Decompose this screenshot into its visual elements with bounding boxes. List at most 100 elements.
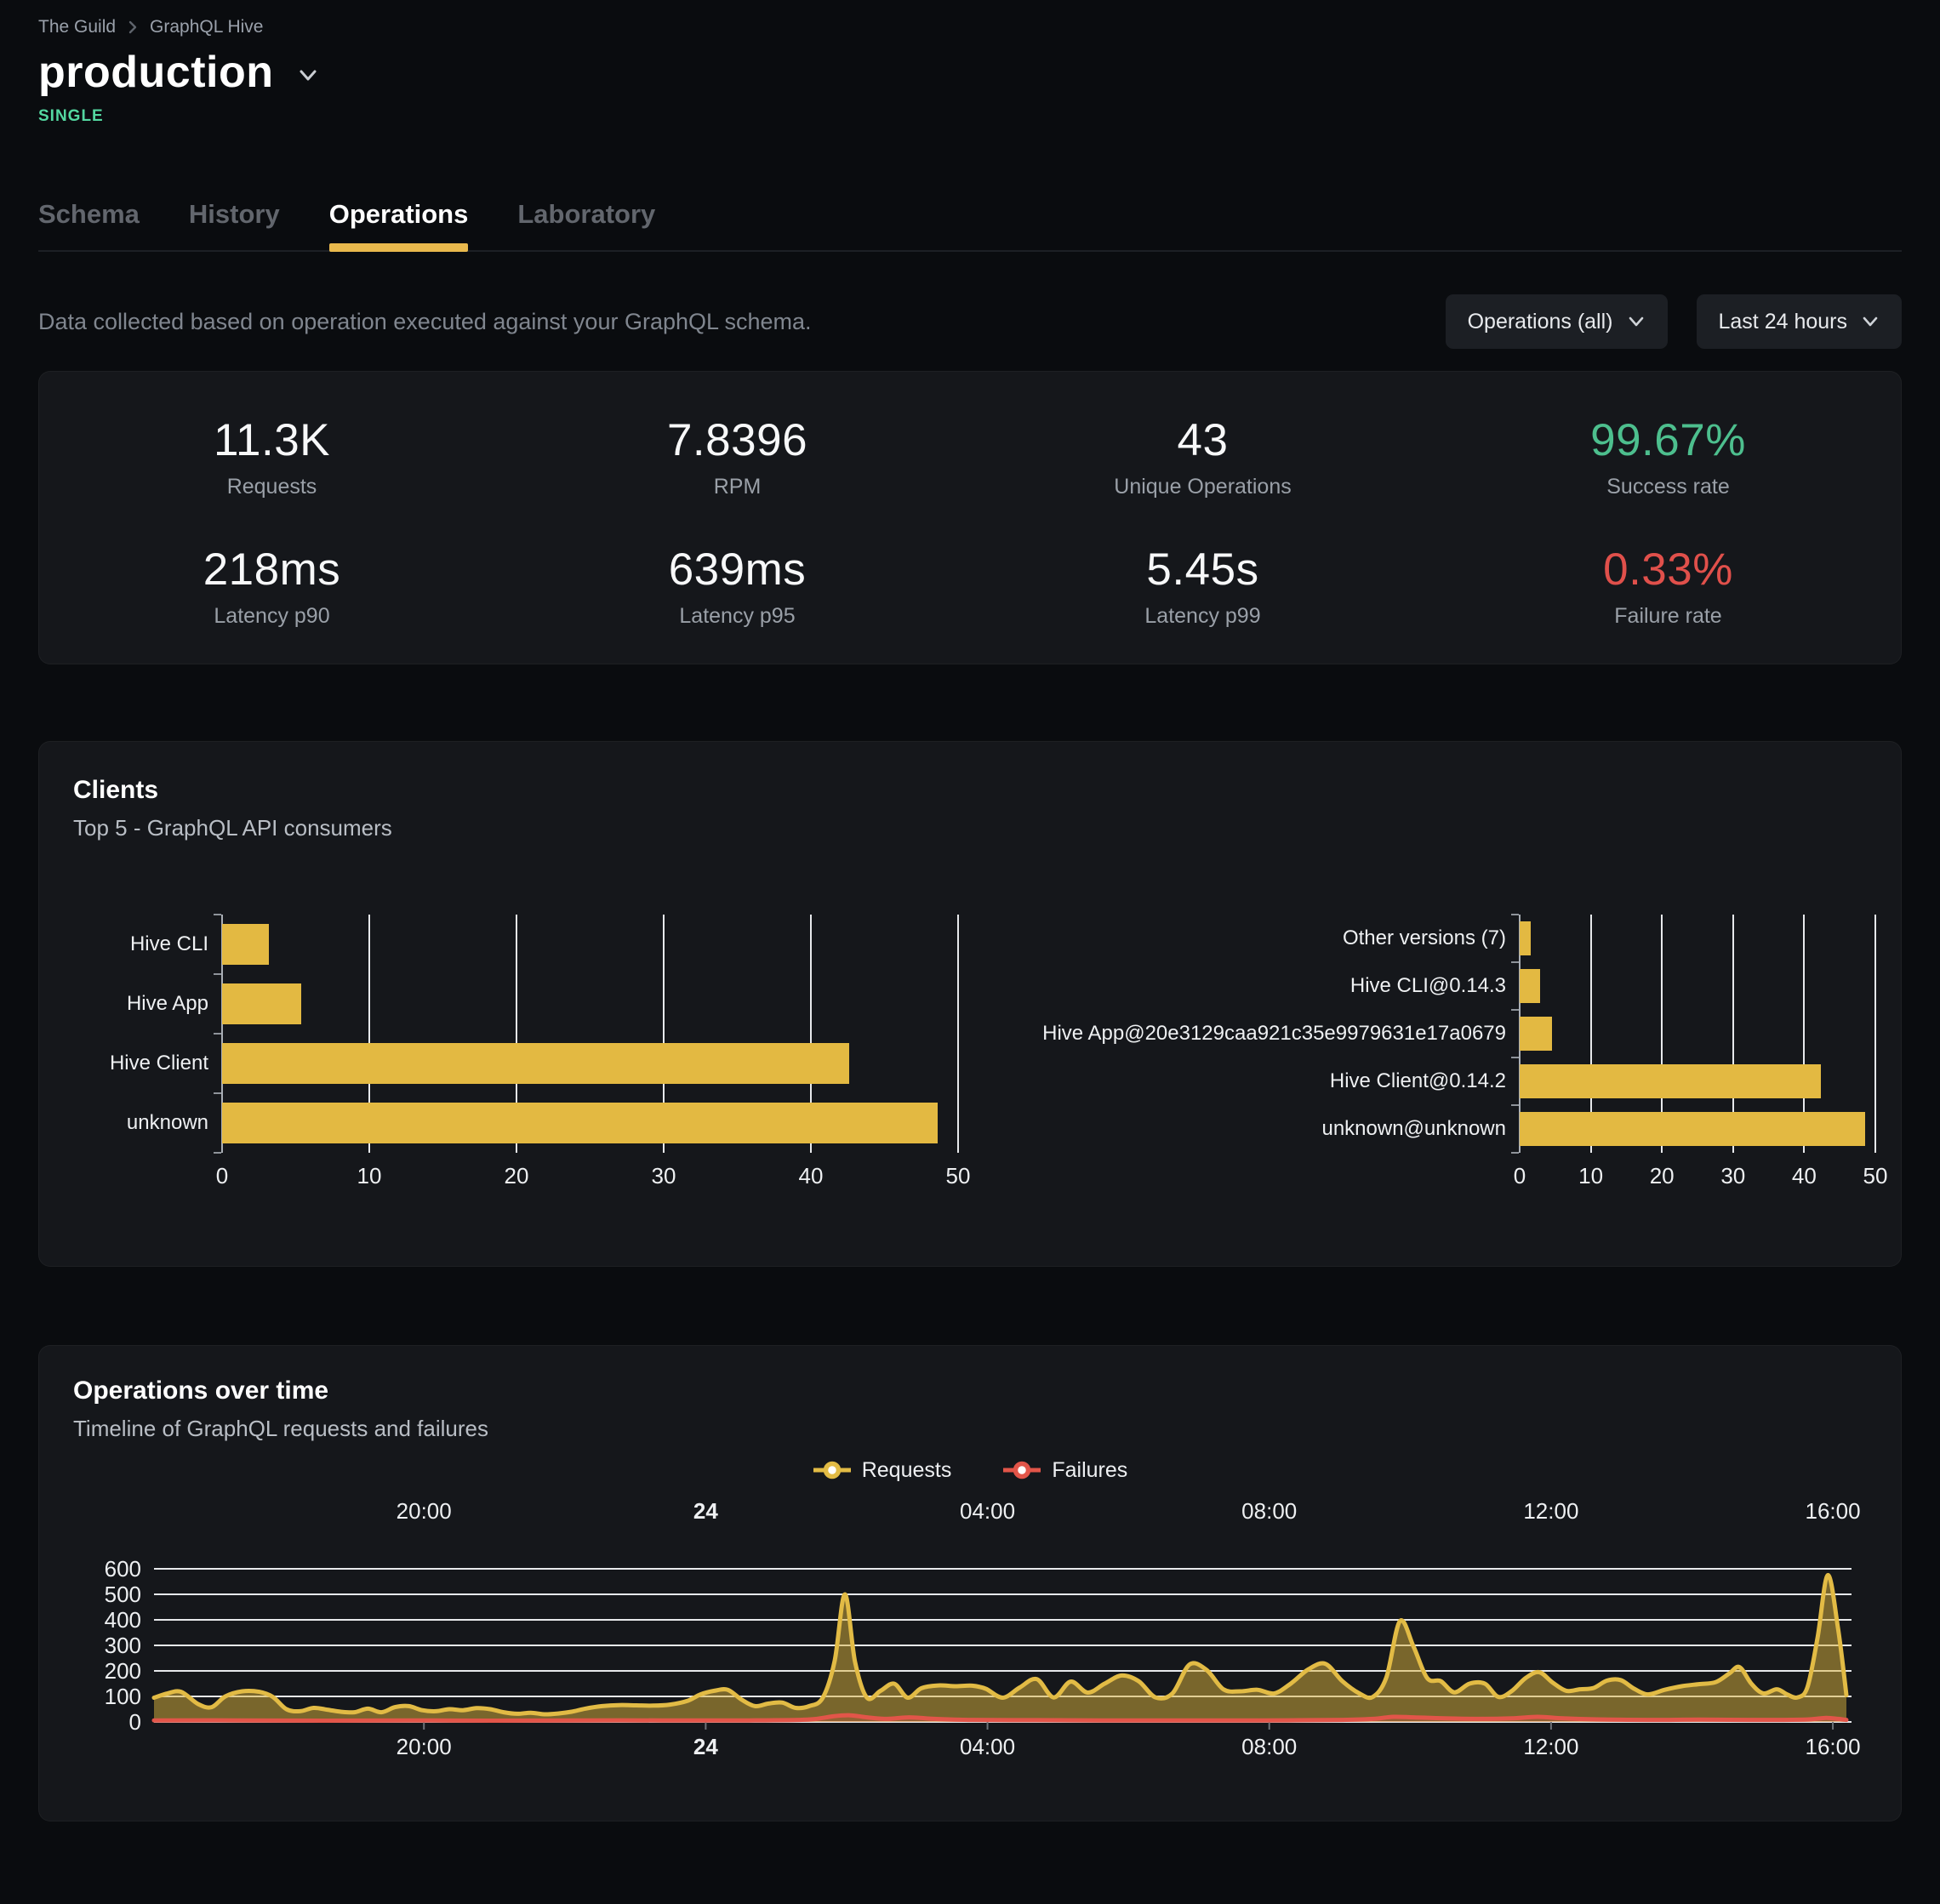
clients-by-name-chart: Hive CLI Hive App Hive Client unknown 0 10 20 3…	[73, 914, 970, 1202]
bar-category-labels: Hive CLI Hive App Hive Client unknown	[73, 915, 222, 1202]
gridline	[810, 915, 812, 1153]
legend-label: Failures	[1052, 1457, 1128, 1482]
stat-rpm: 7.8396 RPM	[505, 414, 970, 499]
x-axis-tick-label: 24	[693, 1498, 718, 1524]
tab-operations[interactable]: Operations	[328, 199, 468, 252]
timeline-title: Operations over time	[73, 1377, 329, 1405]
stat-label: Requests	[226, 475, 317, 499]
bar-plot-column: 0 10 20 30 40 50	[214, 914, 970, 1202]
stat-label: Latency p95	[679, 604, 796, 628]
x-axis-tick-label: 10	[1578, 1163, 1604, 1189]
bar-category-label: unknown	[126, 1111, 208, 1134]
client-charts-row: Hive CLI Hive App Hive Client unknown 0 10 20 3…	[73, 914, 1887, 1202]
toolbar: Data collected based on operation execut…	[38, 294, 1902, 349]
tab-history[interactable]: History	[188, 199, 280, 229]
stat-label: Success rate	[1606, 475, 1730, 499]
bar-plot-column: 0 10 20 30 40 50	[1511, 914, 1887, 1202]
failures-area	[154, 1715, 1846, 1722]
title-row: production	[38, 46, 1902, 99]
stat-latency-p99: 5.45s Latency p99	[970, 544, 1435, 629]
filters: Operations (all) Last 24 hours	[1445, 294, 1902, 349]
stats-card: 11.3K Requests 7.8396 RPM 43 Unique Oper…	[38, 371, 1902, 664]
timeline-subtitle: Timeline of GraphQL requests and failure…	[73, 1416, 488, 1441]
y-axis-tick	[1511, 1152, 1519, 1154]
stat-label: Latency p90	[214, 604, 330, 628]
gridline	[957, 915, 959, 1153]
y-axis-tick	[1511, 1057, 1519, 1058]
legend-item-requests[interactable]: Requests	[813, 1457, 952, 1483]
x-axis-tick-label: 40	[1791, 1163, 1817, 1189]
stat-label: Unique Operations	[1114, 475, 1292, 499]
x-axis-tick-label: 50	[945, 1163, 971, 1189]
bar-category-label: unknown@unknown	[1321, 1117, 1506, 1140]
legend-label: Requests	[861, 1457, 952, 1482]
timeline-legend: Requests Failures	[73, 1456, 1867, 1485]
stat-label: Failure rate	[1614, 604, 1722, 628]
requests-line	[151, 1572, 1849, 1717]
x-axis-tick-label: 20:00	[397, 1734, 452, 1759]
x-axis-tick-label: 12:00	[1523, 1734, 1578, 1759]
bar	[222, 1103, 938, 1143]
page-title: production	[38, 48, 274, 97]
gridline	[368, 915, 370, 1153]
y-axis-tick-label: 300	[105, 1633, 141, 1658]
legend-item-failures[interactable]: Failures	[1002, 1458, 1127, 1483]
y-axis-tick	[214, 1152, 221, 1154]
bar-category-label: Hive App@20e3129caa921c35e9979631e17a067…	[1042, 1022, 1506, 1045]
clients-by-version-chart: Other versions (7) Hive CLI@0.14.3 Hive Ap…	[992, 914, 1887, 1202]
breadcrumb-org[interactable]: The Guild	[38, 17, 117, 37]
page-description: Data collected based on operation execut…	[38, 308, 812, 334]
bar-plot-area	[214, 914, 959, 1154]
time-range-select[interactable]: Last 24 hours	[1696, 294, 1902, 349]
bar-category-label: Hive Client	[109, 1052, 208, 1075]
bar	[222, 983, 302, 1024]
gridline	[1661, 915, 1663, 1153]
operations-filter-value: Operations (all)	[1467, 309, 1613, 333]
stat-label: Latency p99	[1144, 604, 1261, 628]
target-picker-chevron-down-icon[interactable]	[296, 68, 320, 83]
y-axis-tick-label: 400	[105, 1607, 141, 1633]
stat-success-rate: 99.67% Success rate	[1435, 414, 1901, 499]
time-range-value: Last 24 hours	[1718, 309, 1848, 333]
stat-value: 218ms	[203, 544, 341, 595]
x-axis-tick-label: 08:00	[1241, 1498, 1297, 1524]
stat-value: 639ms	[668, 544, 807, 595]
gridline	[1874, 915, 1876, 1153]
breadcrumb-project[interactable]: GraphQL Hive	[150, 17, 264, 37]
stat-value: 43	[1177, 415, 1229, 465]
bar	[1520, 1112, 1866, 1146]
x-axis-tick-label: 20:00	[397, 1498, 452, 1524]
x-axis-tick-label: 16:00	[1806, 1498, 1861, 1524]
operations-filter-select[interactable]: Operations (all)	[1445, 294, 1668, 349]
x-axis-tick-label: 10	[357, 1163, 382, 1189]
bar	[222, 924, 270, 965]
x-axis-tick-label: 0	[215, 1163, 229, 1189]
bar-plot-area	[1511, 914, 1876, 1154]
bar-category-label: Hive App	[126, 992, 208, 1015]
gridline	[663, 915, 665, 1153]
x-axis-tick-label: 30	[1720, 1163, 1746, 1189]
y-axis-tick-label: 0	[129, 1709, 141, 1735]
bar	[1520, 1017, 1553, 1051]
x-axis-tick-label: 08:00	[1241, 1734, 1297, 1759]
page: The Guild GraphQL Hive production SINGLE…	[38, 17, 1902, 1821]
stat-value: 0.33%	[1603, 544, 1733, 595]
x-axis-tick-label: 0	[1513, 1163, 1526, 1189]
requests-marker-icon	[813, 1461, 851, 1479]
bar-category-label: Hive CLI@0.14.3	[1349, 974, 1506, 997]
y-axis-tick-label: 500	[105, 1582, 141, 1607]
stat-failure-rate: 0.33% Failure rate	[1435, 544, 1901, 629]
y-axis-tick	[214, 1092, 221, 1094]
tab-schema[interactable]: Schema	[38, 199, 140, 229]
gridline	[1732, 915, 1734, 1153]
stat-value: 5.45s	[1146, 544, 1259, 595]
y-axis-tick	[1511, 961, 1519, 963]
bar-category-label: Other versions (7)	[1342, 926, 1506, 949]
stat-value: 7.8396	[666, 415, 808, 465]
bar	[222, 1043, 849, 1084]
tab-laboratory[interactable]: Laboratory	[517, 199, 656, 229]
failures-line	[151, 1713, 1849, 1723]
y-axis-tick	[214, 914, 221, 915]
clients-subtitle: Top 5 - GraphQL API consumers	[73, 815, 392, 841]
bar	[1520, 969, 1541, 1003]
